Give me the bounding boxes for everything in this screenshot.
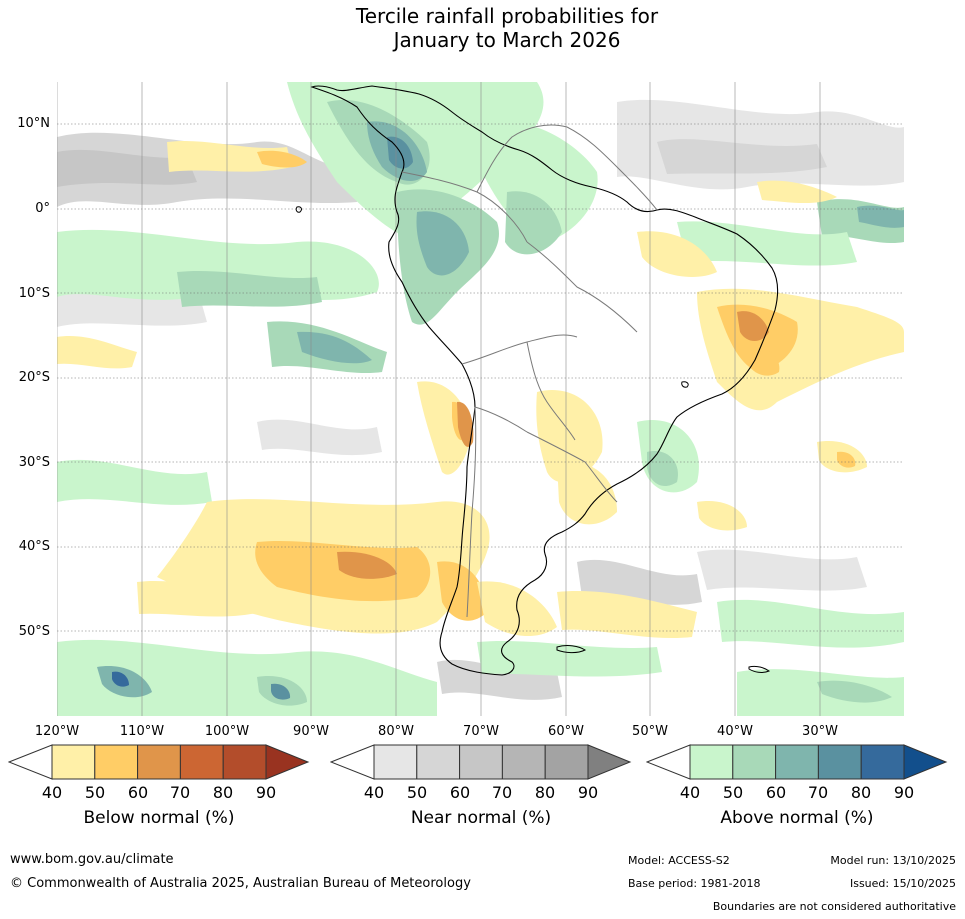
near-normal-cells: [373, 744, 589, 780]
boundaries-disclaimer: Boundaries are not considered authoritat…: [712, 900, 956, 913]
above-tick-40: 40: [679, 783, 701, 802]
title-line-2: January to March 2026: [393, 28, 621, 52]
above-tick-80: 80: [850, 783, 872, 802]
near-normal-cell-1: [373, 744, 418, 780]
model-run: Model run: 13/10/2025: [830, 854, 956, 867]
lon-label-90w: 90°W: [293, 724, 329, 739]
base-period: Base period: 1981-2018: [628, 877, 761, 890]
below-tick-80: 80: [212, 783, 234, 802]
above-normal-max-arrow: [903, 744, 948, 780]
lon-label-70w: 70°W: [463, 724, 499, 739]
above-normal-cell-5: [860, 744, 905, 780]
near-tick-70: 70: [491, 783, 513, 802]
lon-label-40w: 40°W: [717, 724, 753, 739]
title-line-1: Tercile rainfall probabilities for: [355, 4, 659, 28]
near-normal-cell-4: [501, 744, 546, 780]
lon-label-120w: 120°W: [34, 724, 80, 739]
lon-label-50w: 50°W: [632, 724, 668, 739]
map-canvas: [57, 82, 904, 716]
below-tick-60: 60: [127, 783, 149, 802]
copyright-text: © Commonwealth of Australia 2025, Austra…: [10, 876, 471, 891]
near-tick-40: 40: [363, 783, 385, 802]
below-tick-70: 70: [169, 783, 191, 802]
above-normal-cell-4: [817, 744, 862, 780]
near-normal-cell-2: [416, 744, 461, 780]
near-normal-cell-5: [544, 744, 589, 780]
probability-map: [57, 82, 904, 716]
above-normal-cells: [689, 744, 905, 780]
above-normal-cell-3: [775, 744, 819, 780]
below-tick-40: 40: [41, 783, 63, 802]
below-normal-colorbar: [8, 744, 310, 780]
near-normal-cell-3: [459, 744, 503, 780]
map-title: Tercile rainfall probabilities for Janua…: [0, 4, 965, 52]
near-normal-title: Near normal (%): [410, 808, 552, 828]
below-normal-title: Below normal (%): [83, 808, 235, 828]
above-tick-60: 60: [765, 783, 787, 802]
model-name: Model: ACCESS-S2: [628, 854, 730, 867]
lat-label-10n: 10°N: [17, 116, 50, 131]
near-normal-max-arrow: [587, 744, 632, 780]
above-tick-50: 50: [722, 783, 744, 802]
above-tick-90: 90: [893, 783, 915, 802]
lon-label-60w: 60°W: [548, 724, 584, 739]
lat-label-0: 0°: [35, 201, 50, 216]
below-normal-cell-2: [94, 744, 139, 780]
near-tick-80: 80: [534, 783, 556, 802]
issued-date: Issued: 15/10/2025: [849, 877, 956, 890]
lon-label-80w: 80°W: [378, 724, 414, 739]
meridians: [57, 82, 821, 716]
lon-label-100w: 100°W: [204, 724, 250, 739]
above-normal-cell-2: [732, 744, 777, 780]
below-tick-50: 50: [84, 783, 106, 802]
lon-label-110w: 110°W: [119, 724, 165, 739]
lat-label-40s: 40°S: [18, 539, 50, 554]
graticule: [57, 123, 904, 632]
lat-label-30s: 30°S: [18, 455, 50, 470]
islands: [295, 206, 770, 673]
below-normal-max-arrow: [265, 744, 310, 780]
lon-label-30w: 30°W: [802, 724, 838, 739]
near-normal-colorbar: [330, 744, 632, 780]
website-link[interactable]: www.bom.gov.au/climate: [10, 852, 174, 867]
lat-label-50s: 50°S: [18, 624, 50, 639]
country-borders: [401, 124, 658, 618]
above-normal-title: Above normal (%): [720, 808, 874, 828]
probability-shading: [57, 82, 904, 716]
near-tick-90: 90: [577, 783, 599, 802]
near-tick-50: 50: [406, 783, 428, 802]
below-normal-cell-1: [51, 744, 96, 780]
near-tick-60: 60: [449, 783, 471, 802]
above-tick-70: 70: [807, 783, 829, 802]
below-normal-cells: [51, 744, 267, 780]
above-normal-colorbar: [646, 744, 948, 780]
lat-label-20s: 20°S: [18, 370, 50, 385]
lat-label-10s: 10°S: [18, 286, 50, 301]
below-normal-cell-4: [179, 744, 224, 780]
coastline: [310, 85, 779, 676]
below-normal-cell-5: [222, 744, 267, 780]
above-normal-cell-1: [689, 744, 734, 780]
below-tick-90: 90: [255, 783, 277, 802]
below-normal-cell-3: [137, 744, 181, 780]
